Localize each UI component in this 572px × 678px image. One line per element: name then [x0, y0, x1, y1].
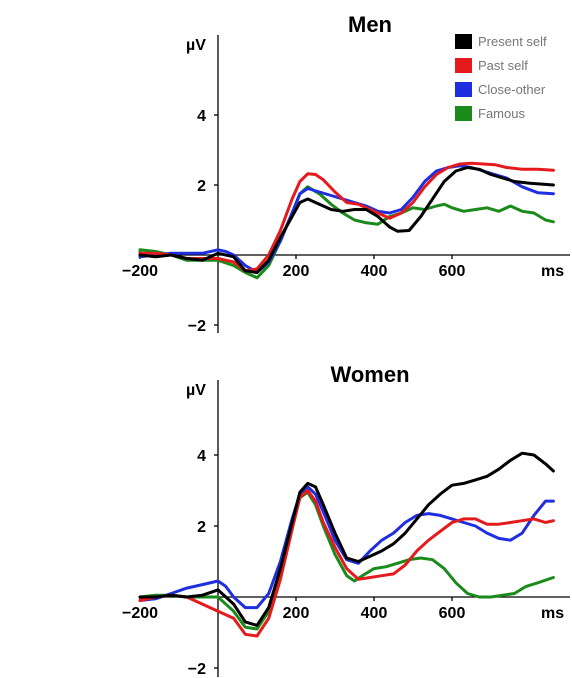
women-panel: Women µV ms 4 2 −2 −200 200 400 600 [122, 362, 570, 678]
legend-entry: Present self [478, 34, 547, 49]
series-line-famous [138, 185, 555, 280]
x-tick-label: 400 [361, 605, 388, 622]
y-tick-label: 2 [197, 178, 206, 195]
x-tick-label: 600 [439, 605, 466, 622]
legend-swatch [455, 82, 472, 97]
series-line-past-self [138, 489, 555, 638]
legend: Present self Past self Close-other Famous [455, 34, 547, 121]
men-panel: Men µV ms 4 2 −2 −200 200 400 600 Present self… [122, 12, 570, 335]
women-panel-title: Women [330, 362, 409, 387]
y-tick-label: −2 [188, 661, 206, 678]
series-line-present-self [138, 451, 555, 627]
series-line-present-self [138, 166, 555, 274]
series-line-close-other [138, 485, 555, 610]
legend-entry: Close-other [478, 82, 546, 97]
y-tick-label: 4 [197, 448, 206, 465]
legend-swatch [455, 34, 472, 49]
legend-entry: Famous [478, 106, 525, 121]
y-tick-label: 4 [197, 108, 206, 125]
women-x-unit-label: ms [541, 605, 564, 622]
legend-entry: Past self [478, 58, 528, 73]
men-y-unit-label: µV [186, 37, 206, 54]
legend-swatch [455, 106, 472, 121]
x-tick-label: 200 [283, 263, 310, 280]
x-tick-label: 200 [283, 605, 310, 622]
y-tick-label: −2 [188, 318, 206, 335]
x-tick-label: −200 [122, 263, 158, 280]
y-tick-label: 2 [197, 519, 206, 536]
series-line-past-self [138, 161, 555, 273]
women-y-unit-label: µV [186, 382, 206, 399]
men-panel-title: Men [348, 12, 392, 37]
legend-swatch [455, 58, 472, 73]
x-tick-label: −200 [122, 605, 158, 622]
x-tick-label: 400 [361, 263, 388, 280]
men-x-unit-label: ms [541, 263, 564, 280]
series-line-famous [138, 490, 555, 631]
x-tick-label: 600 [439, 263, 466, 280]
